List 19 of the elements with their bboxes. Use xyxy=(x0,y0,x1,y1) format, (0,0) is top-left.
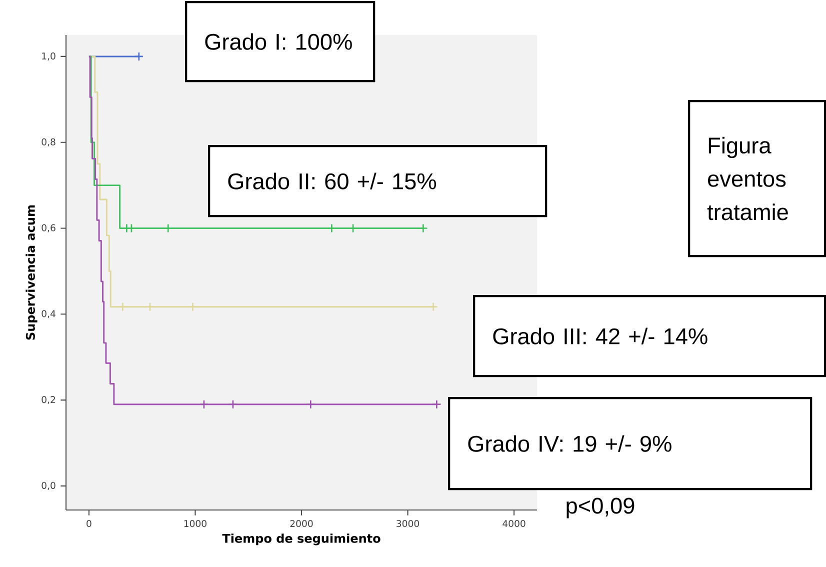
annotation: Grado III: 42 +/- 14% xyxy=(493,328,708,344)
x-tick-label: 3000 xyxy=(396,520,420,528)
y-tick-label: 0,8 xyxy=(42,138,56,146)
x-tick-label: 0 xyxy=(86,520,92,528)
x-tick-label: 1000 xyxy=(184,520,206,528)
x-axis-title: Tiempo de seguimiento xyxy=(222,534,380,546)
annotation: Grado II: 60 +/- 15% xyxy=(228,172,436,190)
text: Figura eventos tratamie xyxy=(707,136,788,220)
x-tick-label: 4000 xyxy=(502,520,526,528)
y-tick-label: 0,4 xyxy=(42,310,56,318)
annotation: Grado IV: 19 +/- 9% xyxy=(468,435,672,452)
text: p<0,09 xyxy=(566,498,634,518)
y-tick-label: 1,0 xyxy=(42,52,56,60)
y-axis-title: Supervivencia acum xyxy=(26,205,38,340)
y-tick-label: 0,0 xyxy=(42,482,56,490)
y-tick-label: 0,6 xyxy=(42,224,56,232)
x-tick-label: 2000 xyxy=(290,520,313,528)
annotation: Grado I: 100% xyxy=(205,33,352,50)
y-tick-label: 0,2 xyxy=(42,396,56,404)
